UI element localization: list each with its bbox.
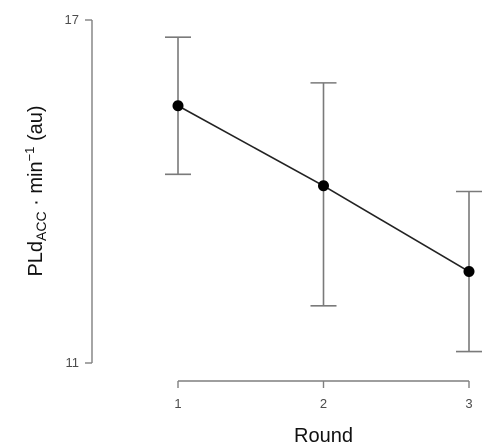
x-tick-label-2: 2: [320, 396, 327, 411]
data-point-2: [318, 180, 329, 192]
data-point-3: [463, 266, 475, 278]
y-axis-title: PLdACC · min−1 (au): [22, 105, 49, 276]
x-axis-title: Round: [294, 425, 353, 447]
x-tick-label-3: 3: [465, 396, 472, 411]
x-axis: 1 2 3: [174, 380, 473, 411]
y-axis-title-superscript: −1: [22, 147, 37, 162]
x-tick-label-1: 1: [174, 396, 181, 411]
plot-marks: [165, 36, 482, 353]
data-point-1: [172, 100, 184, 112]
y-axis: 17 11: [65, 12, 93, 370]
y-axis-title-subscript: ACC: [33, 211, 49, 241]
y-axis-title-main: PLd: [25, 241, 47, 277]
y-axis-title-rest: · min: [25, 161, 47, 211]
y-tick-label-17: 17: [65, 12, 79, 27]
y-tick-label-11: 11: [66, 355, 80, 370]
y-axis-title-unit: (au): [25, 105, 47, 146]
